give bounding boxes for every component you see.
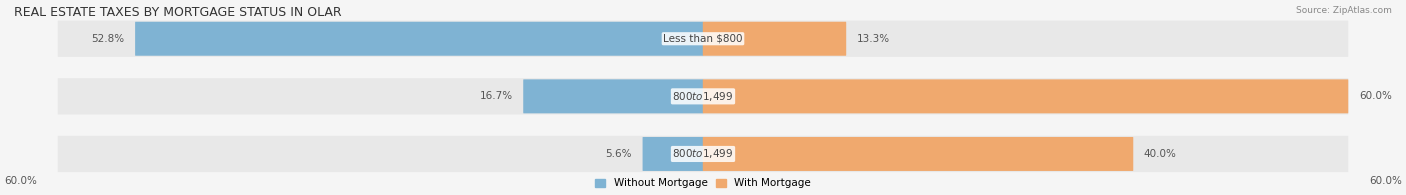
FancyBboxPatch shape: [135, 22, 703, 56]
FancyBboxPatch shape: [703, 137, 1133, 171]
Text: 40.0%: 40.0%: [1144, 149, 1177, 159]
FancyBboxPatch shape: [703, 22, 846, 56]
FancyBboxPatch shape: [58, 78, 1348, 114]
FancyBboxPatch shape: [58, 21, 1348, 57]
Text: 60.0%: 60.0%: [1369, 176, 1402, 186]
Text: 60.0%: 60.0%: [1358, 91, 1392, 101]
Text: $800 to $1,499: $800 to $1,499: [672, 90, 734, 103]
Text: $800 to $1,499: $800 to $1,499: [672, 147, 734, 160]
Text: 5.6%: 5.6%: [606, 149, 633, 159]
FancyBboxPatch shape: [643, 137, 703, 171]
Text: Less than $800: Less than $800: [664, 34, 742, 44]
Text: REAL ESTATE TAXES BY MORTGAGE STATUS IN OLAR: REAL ESTATE TAXES BY MORTGAGE STATUS IN …: [14, 6, 342, 19]
FancyBboxPatch shape: [523, 79, 703, 113]
Text: 13.3%: 13.3%: [856, 34, 890, 44]
FancyBboxPatch shape: [703, 79, 1348, 113]
FancyBboxPatch shape: [58, 136, 1348, 172]
Text: 16.7%: 16.7%: [479, 91, 513, 101]
Text: 60.0%: 60.0%: [4, 176, 37, 186]
Legend: Without Mortgage, With Mortgage: Without Mortgage, With Mortgage: [591, 174, 815, 192]
Text: 52.8%: 52.8%: [91, 34, 125, 44]
Text: Source: ZipAtlas.com: Source: ZipAtlas.com: [1296, 6, 1392, 15]
